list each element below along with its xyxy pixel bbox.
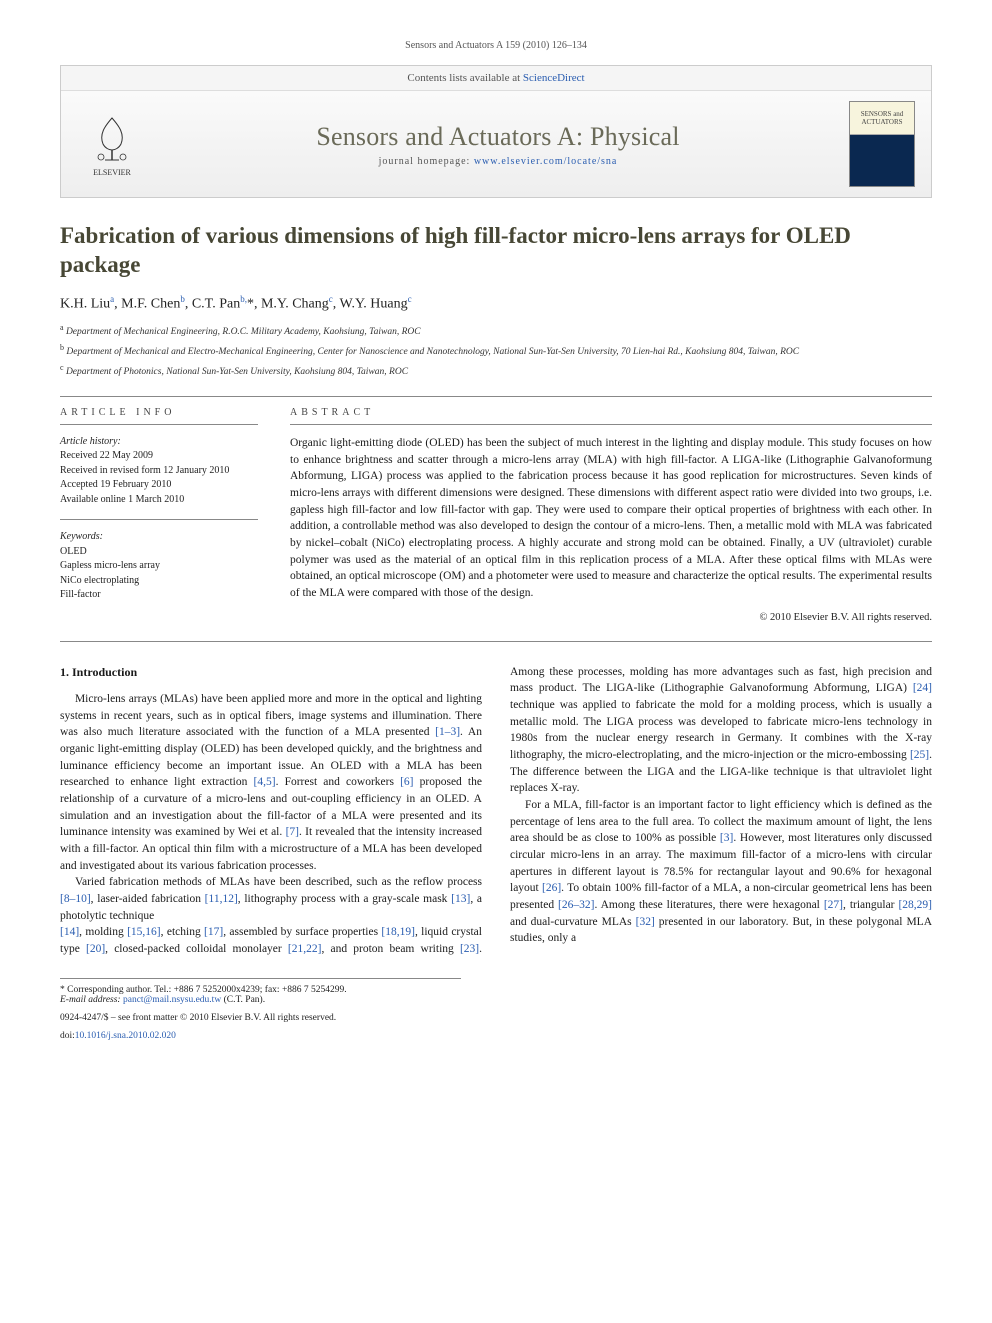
journal-name: Sensors and Actuators A: Physical xyxy=(147,122,849,152)
ref-link[interactable]: [15,16] xyxy=(127,926,161,938)
history-line: Available online 1 March 2010 xyxy=(60,493,258,508)
body-two-column: 1. Introduction Micro-lens arrays (MLAs)… xyxy=(60,664,932,958)
keywords-title: Keywords: xyxy=(60,530,258,545)
ref-link[interactable]: [3] xyxy=(720,832,733,844)
ref-link[interactable]: [20] xyxy=(86,943,105,955)
elsevier-logo-text: ELSEVIER xyxy=(93,168,131,177)
keyword: NiCo electroplating xyxy=(60,574,258,589)
abstract-label: abstract xyxy=(290,407,932,425)
ref-link[interactable]: [18,19] xyxy=(381,926,415,938)
body-paragraph: For a MLA, fill-factor is an important f… xyxy=(510,797,932,947)
elsevier-logo: ELSEVIER xyxy=(77,104,147,184)
ref-link[interactable]: [21,22] xyxy=(288,943,322,955)
article-history: Article history: Received 22 May 2009 Re… xyxy=(60,435,258,508)
footnotes: * Corresponding author. Tel.: +886 7 525… xyxy=(60,978,461,1005)
article-info-label: article info xyxy=(60,407,258,425)
keywords-block: Keywords: OLED Gapless micro-lens array … xyxy=(60,530,258,603)
divider xyxy=(60,641,932,642)
homepage-label: journal homepage: xyxy=(379,156,474,167)
body-paragraph: Micro-lens arrays (MLAs) have been appli… xyxy=(60,691,482,874)
ref-link[interactable]: [4,5] xyxy=(254,776,276,788)
body-paragraph: Varied fabrication methods of MLAs have … xyxy=(60,874,482,924)
ref-link[interactable]: [1–3] xyxy=(435,726,460,738)
ref-link[interactable]: [6] xyxy=(400,776,413,788)
email-suffix: (C.T. Pan). xyxy=(224,995,266,1005)
doi-label: doi: xyxy=(60,1031,75,1041)
keyword: Gapless micro-lens array xyxy=(60,559,258,574)
doi-link[interactable]: 10.1016/j.sna.2010.02.020 xyxy=(75,1031,176,1041)
affiliation: b Department of Mechanical and Electro-M… xyxy=(60,342,932,360)
affiliation: a Department of Mechanical Engineering, … xyxy=(60,322,932,340)
section-heading: 1. Introduction xyxy=(60,664,482,681)
article-title: Fabrication of various dimensions of hig… xyxy=(60,222,932,280)
ref-link[interactable]: [11,12] xyxy=(205,893,238,905)
journal-homepage: journal homepage: www.elsevier.com/locat… xyxy=(147,156,849,167)
sciencedirect-link[interactable]: ScienceDirect xyxy=(523,72,585,84)
contents-prefix: Contents lists available at xyxy=(407,72,522,84)
ref-link[interactable]: [25] xyxy=(910,749,929,761)
history-line: Accepted 19 February 2010 xyxy=(60,478,258,493)
ref-link[interactable]: [28,29] xyxy=(898,899,932,911)
elsevier-tree-icon xyxy=(87,112,137,168)
ref-link[interactable]: [24] xyxy=(913,682,932,694)
journal-banner: Contents lists available at ScienceDirec… xyxy=(60,65,932,198)
keyword: Fill-factor xyxy=(60,588,258,603)
ref-link[interactable]: [26–32] xyxy=(558,899,594,911)
ref-link[interactable]: [17] xyxy=(204,926,223,938)
affiliation: c Department of Photonics, National Sun-… xyxy=(60,362,932,380)
history-title: Article history: xyxy=(60,435,258,450)
history-line: Received 22 May 2009 xyxy=(60,449,258,464)
cover-label: SENSORS and ACTUATORS xyxy=(850,102,914,135)
ref-link[interactable]: [14] xyxy=(60,926,79,938)
ref-link[interactable]: [26] xyxy=(542,882,561,894)
corresponding-author: * Corresponding author. Tel.: +886 7 525… xyxy=(60,985,461,995)
authors-line: K.H. Liua, M.F. Chenb, C.T. Panb,*, M.Y.… xyxy=(60,294,932,313)
running-header: Sensors and Actuators A 159 (2010) 126–1… xyxy=(60,40,932,51)
corresponding-email-link[interactable]: panct@mail.nsysu.edu.tw xyxy=(123,995,221,1005)
ref-link[interactable]: [27] xyxy=(824,899,843,911)
email-label: E-mail address: xyxy=(60,995,121,1005)
doi-line: doi:10.1016/j.sna.2010.02.020 xyxy=(60,1031,932,1041)
history-line: Received in revised form 12 January 2010 xyxy=(60,464,258,479)
ref-link[interactable]: [23] xyxy=(460,943,479,955)
front-matter-line: 0924-4247/$ – see front matter © 2010 El… xyxy=(60,1013,932,1023)
divider xyxy=(60,396,932,397)
keyword: OLED xyxy=(60,545,258,560)
contents-line: Contents lists available at ScienceDirec… xyxy=(61,66,931,91)
homepage-link[interactable]: www.elsevier.com/locate/sna xyxy=(474,156,618,167)
abstract-copyright: © 2010 Elsevier B.V. All rights reserved… xyxy=(290,612,932,623)
ref-link[interactable]: [7] xyxy=(286,826,299,838)
ref-link[interactable]: [32] xyxy=(636,916,655,928)
ref-link[interactable]: [13] xyxy=(451,893,470,905)
journal-cover-thumbnail: SENSORS and ACTUATORS xyxy=(849,101,915,187)
abstract-text: Organic light-emitting diode (OLED) has … xyxy=(290,435,932,602)
ref-link[interactable]: [8–10] xyxy=(60,893,91,905)
